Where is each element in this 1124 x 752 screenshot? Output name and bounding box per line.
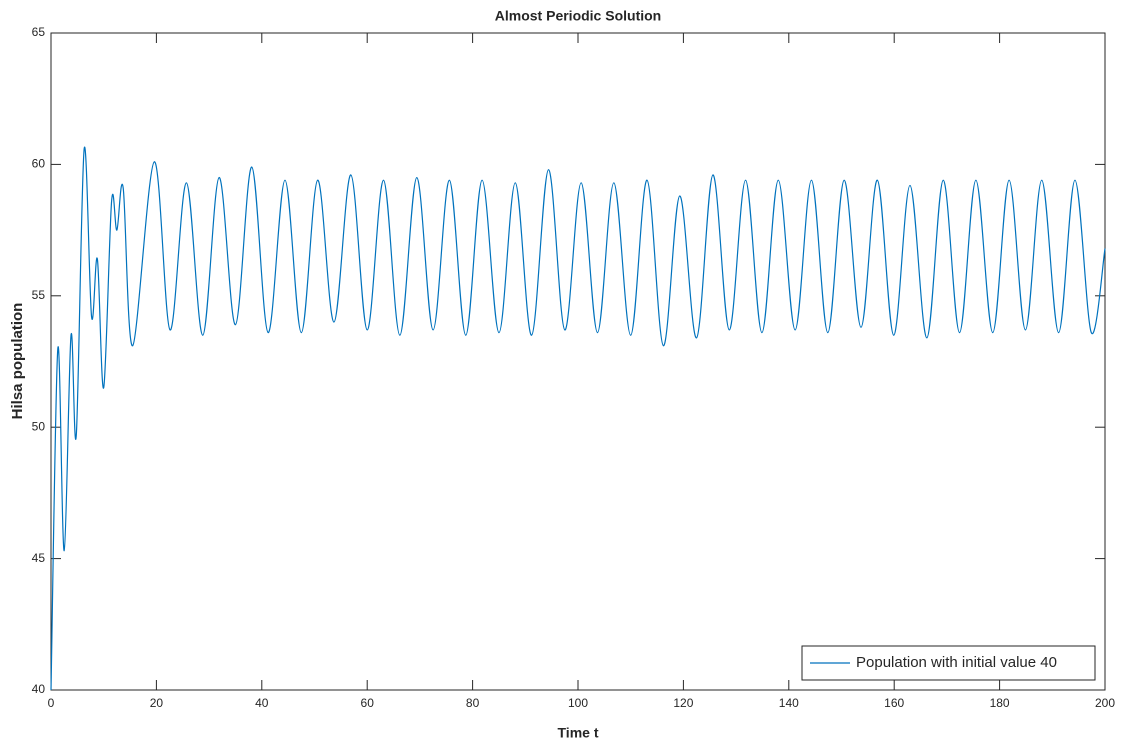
chart-title: Almost Periodic Solution	[495, 8, 661, 24]
x-tick-label: 160	[884, 696, 904, 710]
y-axis-label: Hilsa population	[9, 303, 26, 420]
x-tick-label: 140	[779, 696, 799, 710]
y-tick-label: 45	[32, 551, 46, 565]
x-tick-label: 20	[150, 696, 164, 710]
legend-box	[801, 645, 1096, 681]
x-tick-label: 80	[466, 696, 480, 710]
y-tick-label: 60	[32, 157, 46, 171]
x-tick-label: 200	[1095, 696, 1115, 710]
y-tick-label: 55	[32, 288, 46, 302]
y-tick-label: 50	[32, 419, 46, 433]
y-tick-label: 65	[32, 25, 46, 39]
x-axis-label: Time t	[558, 725, 599, 741]
x-tick-label: 180	[990, 696, 1010, 710]
x-tick-label: 0	[48, 696, 55, 710]
x-tick-label: 40	[255, 696, 269, 710]
x-tick-label: 100	[568, 696, 588, 710]
y-tick-label: 40	[32, 682, 46, 696]
x-tick-label: 60	[361, 696, 375, 710]
x-tick-label: 120	[673, 696, 693, 710]
series-line	[50, 146, 1106, 691]
legend-label: Population with initial value 40	[856, 654, 1057, 671]
